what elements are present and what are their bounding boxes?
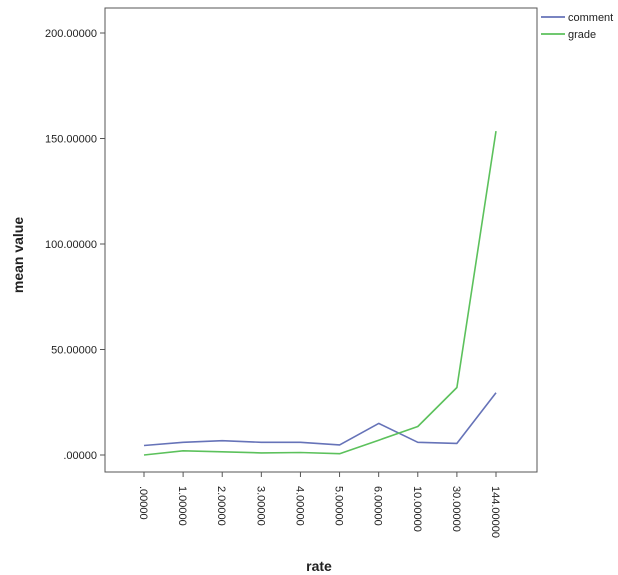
y-tick-label: 50.00000 [51, 345, 97, 357]
x-tick-label: 2.00000 [215, 486, 227, 526]
y-tick-label: 150.00000 [45, 134, 97, 146]
x-tick-label: .00000 [137, 486, 149, 520]
x-tick-label: 3.00000 [254, 486, 266, 526]
legend: comment grade [541, 12, 613, 41]
y-axis-title: mean value [10, 217, 26, 293]
x-axis-ticks: .00000 1.00000 2.00000 3.00000 4.00000 5.0000… [137, 472, 501, 538]
plot-frame [104, 7, 538, 473]
x-tick-label: 5.00000 [333, 486, 345, 526]
y-tick-label: 200.00000 [45, 28, 97, 40]
x-tick-label: 10.00000 [411, 486, 423, 532]
y-tick-label: .00000 [63, 450, 97, 462]
legend-label-comment: comment [568, 12, 613, 24]
x-tick-label: 4.00000 [293, 486, 305, 526]
y-tick-label: 100.00000 [45, 239, 97, 251]
x-tick-label: 6.00000 [372, 486, 384, 526]
series-line-grade [143, 130, 497, 456]
plot-area [104, 7, 538, 473]
x-tick-label: 144.00000 [489, 486, 501, 538]
series-line-comment [143, 392, 497, 447]
series-lines [143, 130, 497, 456]
x-tick-label: 1.00000 [176, 486, 188, 526]
x-tick-label: 30.00000 [450, 486, 462, 532]
y-axis-ticks: .00000 50.00000 100.00000 150.00000 200.0000… [45, 28, 105, 462]
x-axis-title: rate [306, 558, 332, 574]
legend-label-grade: grade [568, 29, 596, 41]
